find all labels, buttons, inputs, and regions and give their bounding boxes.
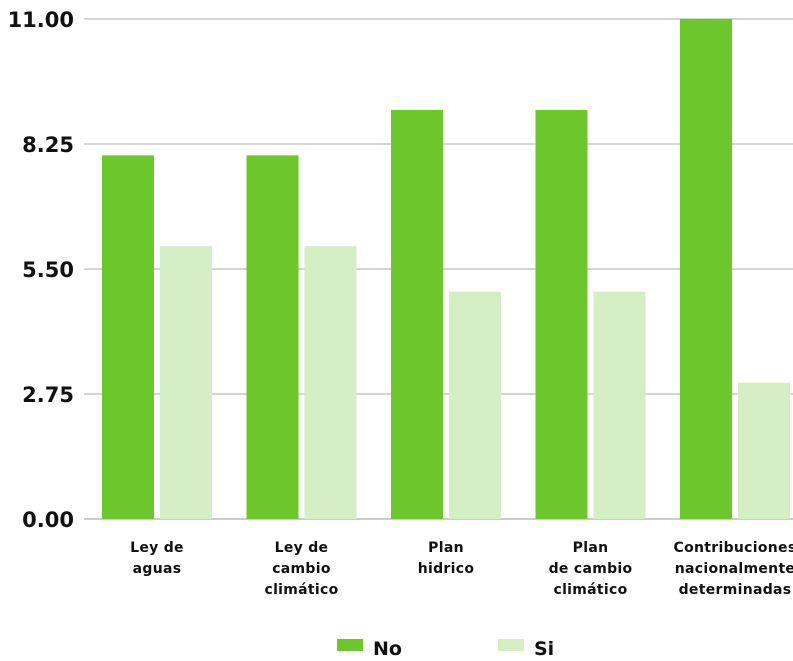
bar-no-4: [680, 19, 732, 519]
x-category-label-line: determinadas: [679, 582, 792, 598]
legend-label: No: [373, 638, 402, 657]
x-category-label-line: Plan: [573, 540, 609, 556]
legend-swatch: [498, 639, 524, 651]
x-category-label-line: aguas: [133, 561, 182, 577]
x-category-label: Plan de cambio climático: [549, 540, 633, 598]
x-category-label-line: de cambio: [549, 561, 633, 577]
bar-no-0: [102, 155, 154, 519]
bar-si-3: [593, 291, 646, 519]
x-category-label-line: climático: [553, 582, 627, 598]
x-category-label-line: nacionalmente: [675, 561, 793, 577]
bar-si-0: [160, 246, 212, 520]
x-category-label: Contribuciones nacionalmente determinadas: [674, 540, 793, 598]
x-category-label-line: cambio: [272, 561, 331, 577]
x-category-label: Plan hidrico: [418, 540, 475, 577]
y-tick-label: 0.00: [22, 508, 74, 532]
bar-no-3: [535, 109, 588, 519]
bar-no-2: [391, 109, 443, 519]
bar-no-1: [246, 155, 299, 519]
bar-si-1: [304, 246, 357, 520]
x-category-label: Ley de aguas: [130, 540, 184, 577]
x-axis-categories: Ley de aguas Ley de cambio climático Plan hidr…: [130, 540, 793, 598]
x-category-label-line: hidrico: [418, 561, 475, 577]
x-category-label-line: Ley de: [130, 540, 184, 556]
y-tick-label: 11.00: [8, 8, 74, 32]
bar-si-4: [738, 382, 790, 519]
legend-item-no: No: [337, 638, 402, 660]
y-tick-label: 8.25: [22, 133, 74, 157]
legend-label: Si: [534, 638, 554, 657]
x-category-label-line: Plan: [428, 540, 464, 556]
x-category-label-line: Ley de: [275, 540, 329, 556]
x-category-label-line: climático: [264, 582, 338, 598]
x-category-label: Ley de cambio climático: [264, 540, 338, 598]
legend-item-si: Si: [498, 638, 554, 660]
y-tick-label: 2.75: [22, 383, 74, 407]
x-category-label-line: Contribuciones: [674, 540, 793, 556]
legend-swatch: [337, 639, 363, 651]
y-tick-label: 5.50: [22, 258, 74, 282]
bars: [102, 19, 790, 520]
bar-si-2: [449, 291, 501, 519]
legend: No Si: [337, 638, 554, 660]
y-axis-ticks: 0.00 2.75 5.50 8.25 11.00: [8, 8, 74, 532]
